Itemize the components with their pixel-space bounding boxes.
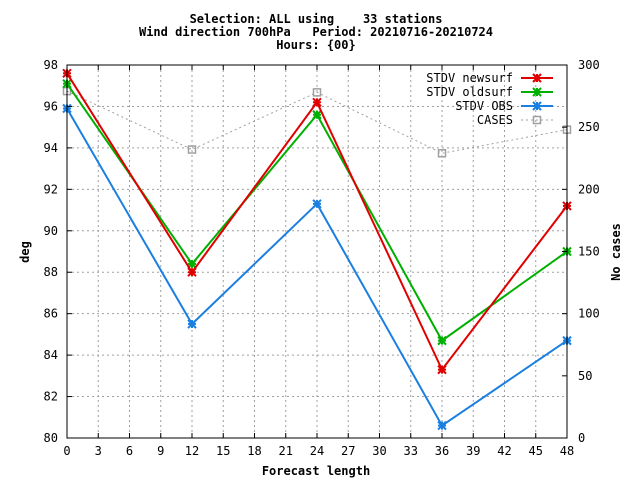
x-tick-label: 21: [279, 444, 293, 458]
data-point-stdv-newsurf: [312, 97, 322, 108]
y2-tick-label: 0: [578, 431, 585, 445]
y2-tick-label: 300: [578, 58, 600, 72]
y-tick-label: 82: [44, 390, 58, 404]
x-tick-label: 0: [63, 444, 70, 458]
legend-marker: [532, 101, 542, 111]
legend-marker: [532, 87, 542, 97]
data-point-stdv-obs: [187, 319, 197, 329]
y2-tick-label: 250: [578, 120, 600, 134]
y-tick-label: 80: [44, 431, 58, 445]
y-axis-label: deg: [18, 241, 32, 263]
x-tick-label: 9: [157, 444, 164, 458]
x-tick-label: 6: [126, 444, 133, 458]
data-point-cases: [312, 88, 322, 97]
y-axis: 80 82 84 86 88 90 92 94 96 98: [44, 58, 72, 445]
y-tick-label: 86: [44, 307, 58, 321]
x-tick-label: 15: [216, 444, 230, 458]
y2-axis-label: No cases: [609, 223, 623, 281]
x-tick-label: 33: [404, 444, 418, 458]
y-tick-label: 96: [44, 99, 58, 113]
grid-lines: [67, 65, 567, 438]
x-axis-label: Forecast length: [262, 464, 370, 478]
x-tick-label: 42: [497, 444, 511, 458]
data-point-stdv-newsurf: [187, 267, 197, 277]
legend-label: STDV newsurf: [426, 71, 513, 85]
y2-tick-label: 50: [578, 369, 592, 383]
y2-tick-label: 200: [578, 182, 600, 196]
series-line-cases: [66, 90, 568, 154]
chart-title-line-2: Wind direction 700hPa Period: 20210716-2…: [139, 25, 493, 39]
y-tick-label: 84: [44, 348, 58, 362]
x-tick-label: 18: [247, 444, 261, 458]
legend-label: CASES: [477, 113, 513, 127]
y-tick-label: 98: [44, 58, 58, 72]
y-tick-label: 88: [44, 265, 58, 279]
y-tick-label: 94: [44, 141, 58, 155]
y-tick-label: 90: [44, 224, 58, 238]
y2-tick-label: 150: [578, 245, 600, 259]
legend-label: STDV OBS: [455, 99, 513, 113]
y2-tick-label: 100: [578, 307, 600, 321]
legend-item-stdv-obs: STDV OBS: [455, 99, 553, 113]
y-tick-label: 92: [44, 182, 58, 196]
legend-marker: [532, 73, 542, 83]
data-point-stdv-oldsurf: [437, 335, 447, 346]
x-tick-label: 24: [310, 444, 324, 458]
x-tick-label: 48: [560, 444, 574, 458]
x-tick-label: 30: [372, 444, 386, 458]
legend-label: STDV oldsurf: [426, 85, 513, 99]
chart-title-line-3: Hours: {00}: [276, 38, 355, 52]
data-point-stdv-obs: [437, 420, 447, 431]
x-tick-label: 39: [466, 444, 480, 458]
x-tick-label: 27: [341, 444, 355, 458]
x-tick-label: 3: [95, 444, 102, 458]
legend-item-stdv-oldsurf: STDV oldsurf: [426, 85, 553, 99]
legend-item-stdv-newsurf: STDV newsurf: [426, 71, 553, 85]
data-point-stdv-obs: [312, 199, 322, 209]
data-point-cases: [437, 149, 447, 158]
chart-title-line-1: Selection: ALL using 33 stations: [190, 12, 443, 26]
x-axis: 0 3 6 9 12 15 18 21 24 27 30 33 36 39 42 45 48: [63, 65, 574, 458]
x-tick-label: 36: [435, 444, 449, 458]
data-point-stdv-oldsurf: [312, 110, 322, 120]
x-tick-label: 12: [185, 444, 199, 458]
legend-item-cases: CASES: [477, 113, 553, 127]
data-point-cases: [187, 145, 197, 154]
data-point-stdv-newsurf: [437, 364, 447, 375]
x-tick-label: 45: [529, 444, 543, 458]
y2-axis: 0 50 100 150 200 250 300: [562, 58, 600, 445]
legend-marker: [532, 115, 542, 125]
